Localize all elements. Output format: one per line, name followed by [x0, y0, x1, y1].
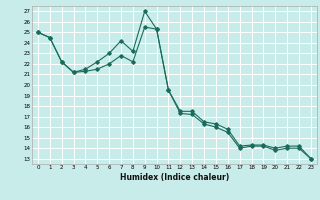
X-axis label: Humidex (Indice chaleur): Humidex (Indice chaleur)	[120, 173, 229, 182]
